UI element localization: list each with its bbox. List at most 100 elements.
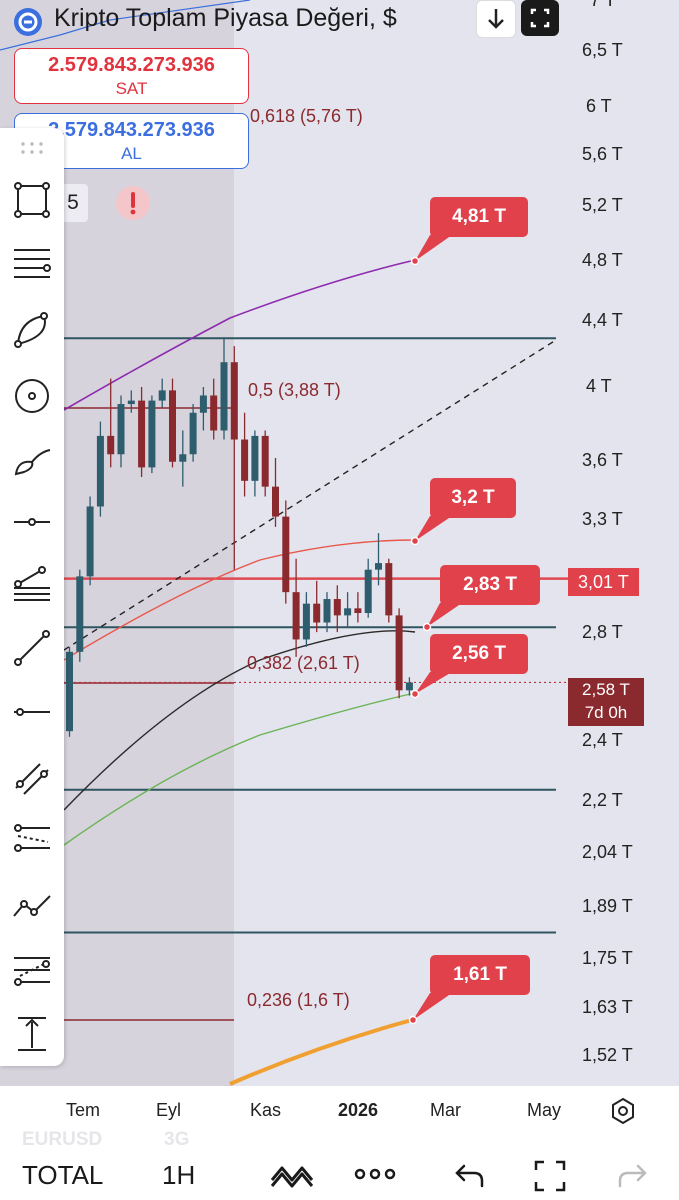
price-tick-label: 5,2 T [582, 195, 623, 215]
price-tick-label: 4,4 T [582, 310, 623, 330]
interval-selector[interactable]: 1H [162, 1160, 196, 1190]
buy-label: AL [121, 144, 142, 163]
candle-body [272, 486, 279, 517]
callout-pointer-3 [427, 603, 462, 627]
path-tool-icon[interactable] [10, 884, 54, 928]
candle-body [230, 362, 238, 440]
candle-body [364, 569, 372, 614]
callout-3-2[interactable]: 3,2 T [430, 478, 516, 518]
price-tick-label: 3,6 T [582, 450, 623, 470]
rectangle-tool-icon[interactable] [10, 178, 54, 222]
parallel-channel-tool-icon[interactable] [10, 754, 54, 798]
scroll-down-button[interactable] [476, 0, 516, 38]
faded-interval: 3G [164, 1129, 190, 1150]
price-tick-label: 6,5 T [582, 40, 623, 60]
callout-2-83[interactable]: 2,83 T [440, 565, 540, 605]
price-tick-label: 6 T [586, 96, 612, 116]
price-tick-label: 2,8 T [582, 622, 623, 642]
indicators-icon[interactable] [268, 1158, 316, 1190]
callout-4-81[interactable]: 4,81 T [430, 197, 528, 237]
trend-line-tool-icon[interactable] [10, 626, 54, 670]
candle-body [385, 563, 393, 616]
candle-body [199, 395, 207, 413]
fullscreen-button[interactable] [521, 0, 559, 36]
bottom-bar [0, 1130, 679, 1200]
callout-1-61[interactable]: 1,61 T [430, 955, 530, 995]
price-tag-level: 3,01 T [568, 568, 639, 596]
price-tick-label: 3,3 T [582, 509, 623, 529]
price-tick-label: 2,04 T [582, 842, 633, 862]
horizontal-line-tool-icon[interactable] [10, 690, 54, 734]
price-tick-label: 1,63 T [582, 997, 633, 1017]
candle-body [313, 603, 321, 623]
candle-body [169, 390, 176, 462]
blue-ma-line [0, 0, 251, 51]
fib-level-618-label: 0,618 (5,76 T) [250, 106, 363, 126]
green-ma-line [63, 692, 416, 846]
price-tick-label: 4 T [586, 376, 612, 396]
fib-level-5-label: 0,5 (3,88 T) [248, 380, 341, 400]
fib-level-382-label: 0,382 (2,61 T) [247, 653, 360, 673]
candle-body [220, 362, 228, 431]
current-price-tag: 2,58 T 7d 0h [568, 678, 644, 726]
circle-tool-icon[interactable] [10, 374, 54, 418]
candle-body [375, 563, 382, 570]
alert-icon[interactable] [116, 186, 150, 220]
candle-body [344, 608, 352, 616]
brush-tool-icon[interactable] [10, 438, 54, 482]
symbol-selector[interactable]: TOTAL [22, 1160, 104, 1190]
arc-tool-icon[interactable] [10, 308, 54, 352]
candle-body [107, 435, 115, 455]
price-tick-label: 2,4 T [582, 730, 623, 750]
candle-body [354, 608, 362, 614]
price-tick-label: 4,8 T [582, 250, 623, 270]
time-tick-label: May [527, 1100, 562, 1120]
crosshair-select-icon[interactable] [532, 1158, 568, 1194]
gann-fan-tool-icon[interactable] [10, 818, 54, 862]
candle-body [189, 412, 197, 455]
candle-body [179, 454, 187, 462]
fib-extension-tool-icon[interactable] [10, 948, 54, 992]
price-tick-label: 1,89 T [582, 896, 633, 916]
price-tick-label: 5,6 T [582, 144, 623, 164]
price-tick-label: 1,75 T [582, 948, 633, 968]
callout-pointer-2 [415, 516, 452, 541]
fib-level-236-label: 0,236 (1,6 T) [247, 990, 350, 1010]
callout-pointer-1-dot [410, 256, 420, 266]
candle-body [405, 682, 413, 691]
horizontal-ray-tool-icon[interactable] [10, 500, 54, 544]
candle-body [292, 592, 300, 640]
sell-price-button[interactable]: 2.579.843.273.936 SAT [14, 48, 249, 104]
more-options-icon[interactable] [352, 1164, 398, 1184]
arrow-down-icon [488, 9, 504, 29]
candle-body [282, 516, 290, 593]
candle-body [127, 400, 135, 405]
dashed-trend-line [63, 339, 557, 651]
chart-settings-icon[interactable] [608, 1096, 638, 1126]
sell-price-value: 2.579.843.273.936 [48, 54, 215, 76]
measure-tool-icon[interactable] [10, 1012, 54, 1056]
callout-pointer-5-dot [408, 1015, 418, 1025]
candle-body [302, 603, 310, 640]
fib-retracement-tool-icon[interactable] [10, 242, 54, 286]
candle-body [251, 435, 259, 481]
price-axis-background [568, 0, 679, 1086]
callout-pointer-3-dot [422, 622, 432, 632]
time-tick-label: Tem [66, 1100, 101, 1120]
candle-body [323, 599, 331, 623]
callout-pointer-5 [413, 993, 452, 1020]
candle-body [241, 439, 249, 481]
drag-handle-icon[interactable] [0, 132, 64, 172]
price-tick-label: 1,52 T [582, 1045, 633, 1065]
red-ma-line [63, 539, 416, 661]
symbol-logo-icon [14, 8, 42, 36]
faded-symbol: EURUSD [22, 1129, 103, 1150]
callout-pointer-2-dot [410, 536, 420, 546]
pitchfork-tool-icon[interactable] [10, 562, 54, 606]
callout-2-56[interactable]: 2,56 T [430, 634, 528, 674]
undo-icon[interactable] [452, 1160, 486, 1190]
redo-icon[interactable] [616, 1160, 650, 1190]
sell-label: SAT [115, 79, 148, 98]
candle-body [158, 390, 166, 401]
